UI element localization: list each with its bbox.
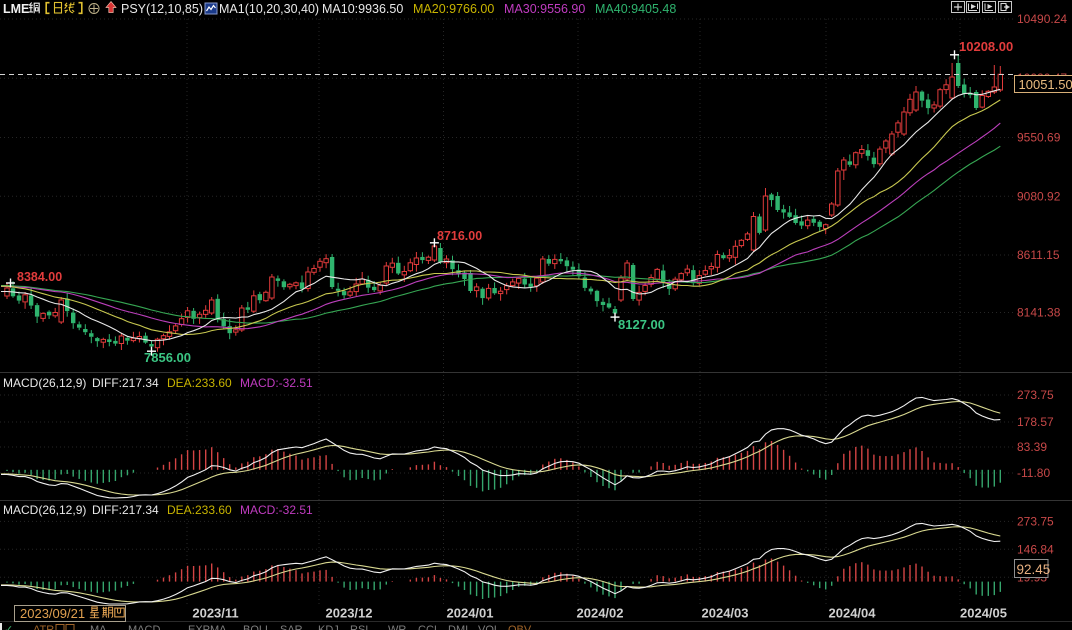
svg-text:✓: ✓ (4, 624, 13, 630)
svg-text:273.75: 273.75 (1017, 388, 1054, 402)
svg-text:2024/05: 2024/05 (960, 606, 1007, 621)
svg-text:2024/04: 2024/04 (829, 606, 877, 621)
svg-text:ATR: ATR (33, 624, 54, 630)
svg-text:2023/11: 2023/11 (192, 606, 238, 621)
svg-text:178.57: 178.57 (1017, 415, 1054, 429)
svg-text:9080.92: 9080.92 (1017, 189, 1061, 203)
svg-text:MACD: MACD (128, 624, 160, 630)
svg-text:MA30:9556.90: MA30:9556.90 (504, 2, 585, 16)
svg-text:VOL: VOL (478, 624, 500, 630)
svg-text:10490.24: 10490.24 (1017, 12, 1067, 26)
svg-text:LME: LME (3, 2, 29, 16)
svg-text:8127.00: 8127.00 (618, 317, 665, 332)
svg-text:SAR: SAR (280, 624, 303, 630)
svg-text:8716.00: 8716.00 (437, 229, 482, 243)
svg-text:WR: WR (388, 624, 406, 630)
svg-text:8611.15: 8611.15 (1017, 248, 1060, 262)
svg-text:DEA:233.60: DEA:233.60 (167, 503, 232, 517)
svg-text:KDJ: KDJ (318, 624, 339, 630)
svg-text:MA: MA (90, 624, 107, 630)
svg-text:MACD:-32.51: MACD:-32.51 (240, 503, 313, 517)
svg-text:MACD(26,12,9): MACD(26,12,9) (3, 503, 86, 517)
svg-text:PSY(12,10,85): PSY(12,10,85) (121, 2, 203, 16)
svg-text:MA10:9936.50: MA10:9936.50 (322, 2, 403, 16)
svg-text:MA40:9405.48: MA40:9405.48 (595, 2, 676, 16)
svg-text:RSI: RSI (350, 624, 368, 630)
svg-text:DMI: DMI (448, 624, 468, 630)
svg-text:2023/09/21: 2023/09/21 (20, 606, 85, 621)
svg-text:DIFF:217.34: DIFF:217.34 (92, 503, 159, 517)
svg-text:2024/01: 2024/01 (447, 606, 494, 621)
svg-text:8141.38: 8141.38 (1017, 306, 1061, 320)
svg-text:MACD(26,12,9): MACD(26,12,9) (3, 376, 86, 390)
svg-text:10208.00: 10208.00 (959, 39, 1013, 54)
svg-text:7856.00: 7856.00 (144, 350, 191, 365)
svg-text:-11.80: -11.80 (1017, 466, 1050, 480)
svg-text:146.84: 146.84 (1017, 542, 1054, 556)
svg-text:2023/12: 2023/12 (326, 606, 373, 621)
svg-text:2024/02: 2024/02 (577, 606, 624, 621)
svg-text:MA1(10,20,30,40): MA1(10,20,30,40) (219, 2, 319, 16)
svg-text:10051.50: 10051.50 (1019, 77, 1072, 92)
svg-text:83.39: 83.39 (1017, 440, 1047, 454)
svg-text:273.75: 273.75 (1017, 514, 1054, 528)
svg-text:OBV: OBV (508, 624, 532, 630)
svg-text:9550.69: 9550.69 (1017, 131, 1061, 145)
svg-text:92.45: 92.45 (1017, 562, 1051, 577)
svg-text:2024/03: 2024/03 (702, 606, 749, 621)
svg-text:DEA:233.60: DEA:233.60 (167, 376, 232, 390)
svg-text:DIFF:217.34: DIFF:217.34 (92, 376, 159, 390)
svg-text:8384.00: 8384.00 (17, 270, 62, 284)
svg-text:MA20:9766.00: MA20:9766.00 (413, 2, 494, 16)
svg-text:CCI: CCI (418, 624, 437, 630)
svg-text:BOLL: BOLL (243, 624, 271, 630)
svg-text:EXPMA: EXPMA (188, 624, 227, 630)
svg-text:MACD:-32.51: MACD:-32.51 (240, 376, 313, 390)
